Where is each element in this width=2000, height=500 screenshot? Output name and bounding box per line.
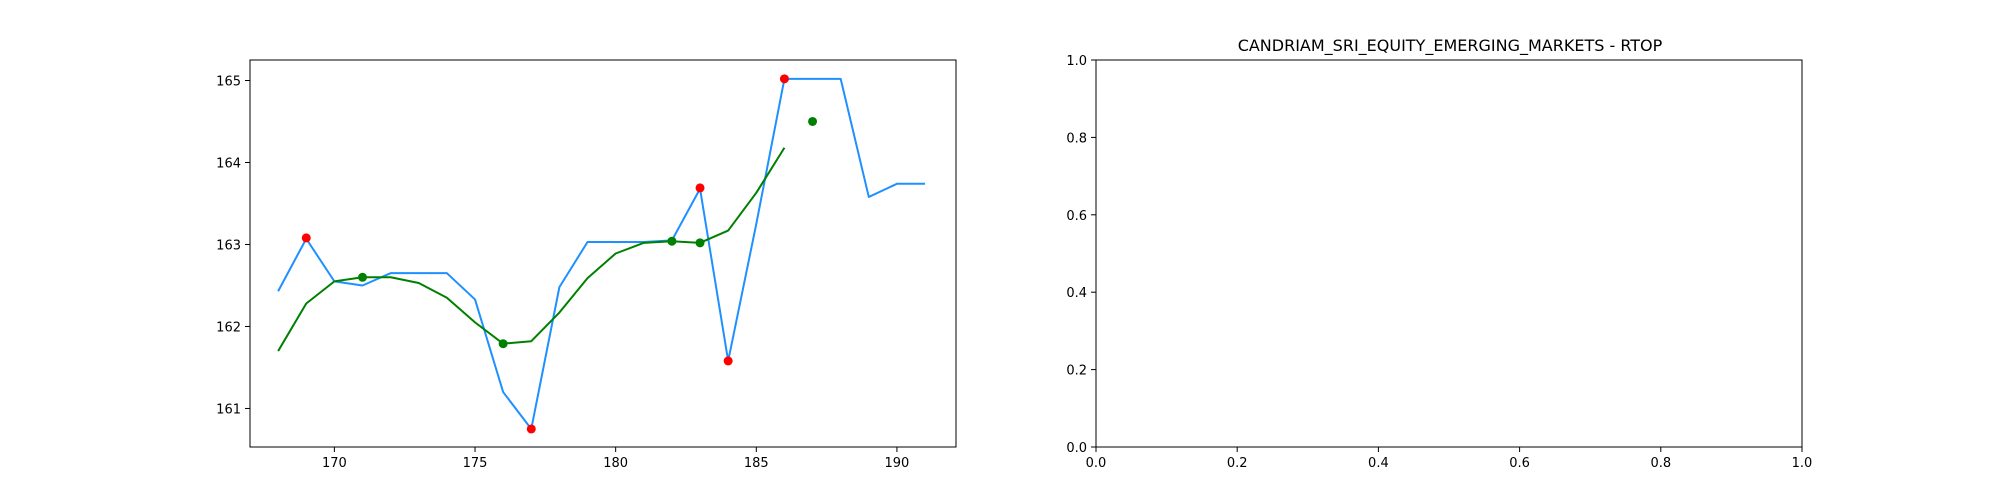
rtop-chart-y-tick-label: 1.0 — [1066, 54, 1087, 69]
rtop-chart-y-tick-label: 0.8 — [1066, 131, 1087, 146]
extremum-point — [779, 74, 789, 84]
rtop-chart-x-tick-label: 1.0 — [1792, 456, 1813, 471]
price-chart-y-tick-label: 161 — [216, 402, 241, 417]
signal-point — [667, 236, 677, 246]
rtop-chart-title: CANDRIAM_SRI_EQUITY_EMERGING_MARKETS - R… — [1238, 36, 1663, 56]
rtop-chart-frame — [1095, 59, 1803, 448]
price-chart-y-tick-label: 165 — [216, 74, 241, 89]
price-chart-x-tick-label: 170 — [322, 456, 347, 471]
signal-point — [808, 116, 818, 126]
extremum-point — [695, 183, 705, 193]
signal-point — [498, 339, 508, 349]
signal-point — [358, 272, 368, 282]
price-chart-y-tick-label: 164 — [216, 156, 241, 171]
rtop-chart-axes: 0.0 0.2 0.4 0.6 0.8 1.0 0.0 0.2 0.4 0.6 0.8 1.0 — [1066, 54, 1812, 471]
rtop-chart-x-tick-label: 0.4 — [1368, 456, 1389, 471]
price-chart-frame — [249, 59, 957, 448]
price-chart-x-tick-label: 180 — [603, 456, 628, 471]
price-chart-y-tick-label: 162 — [216, 320, 241, 335]
signal-point — [695, 238, 705, 248]
price-chart: 170 175 180 185 190 161 162 163 164 165 — [216, 59, 957, 471]
extremum-point — [301, 233, 311, 243]
rtop-chart-y-tick-label: 0.2 — [1066, 364, 1087, 379]
extremum-point — [526, 424, 536, 434]
price-chart-axes: 170 175 180 185 190 161 162 163 164 165 — [216, 74, 909, 471]
price-line — [277, 77, 926, 430]
price-chart-x-tick-label: 175 — [463, 456, 488, 471]
rtop-chart-x-tick-label: 0.2 — [1227, 456, 1248, 471]
rtop-chart-y-tick-label: 0.0 — [1066, 441, 1087, 456]
rtop-chart-x-tick-label: 0.0 — [1086, 456, 1107, 471]
price-chart-plot-area — [277, 74, 926, 434]
rtop-chart-x-tick-label: 0.6 — [1509, 456, 1530, 471]
extremum-point — [723, 356, 733, 366]
rtop-chart: CANDRIAM_SRI_EQUITY_EMERGING_MARKETS - R… — [1066, 36, 1812, 471]
rtop-chart-y-tick-label: 0.4 — [1066, 286, 1087, 301]
price-chart-y-tick-label: 163 — [216, 238, 241, 253]
price-chart-x-tick-label: 190 — [885, 456, 910, 471]
rtop-chart-x-tick-label: 0.8 — [1650, 456, 1671, 471]
rtop-chart-y-tick-label: 0.6 — [1066, 209, 1087, 224]
price-chart-x-tick-label: 185 — [744, 456, 769, 471]
